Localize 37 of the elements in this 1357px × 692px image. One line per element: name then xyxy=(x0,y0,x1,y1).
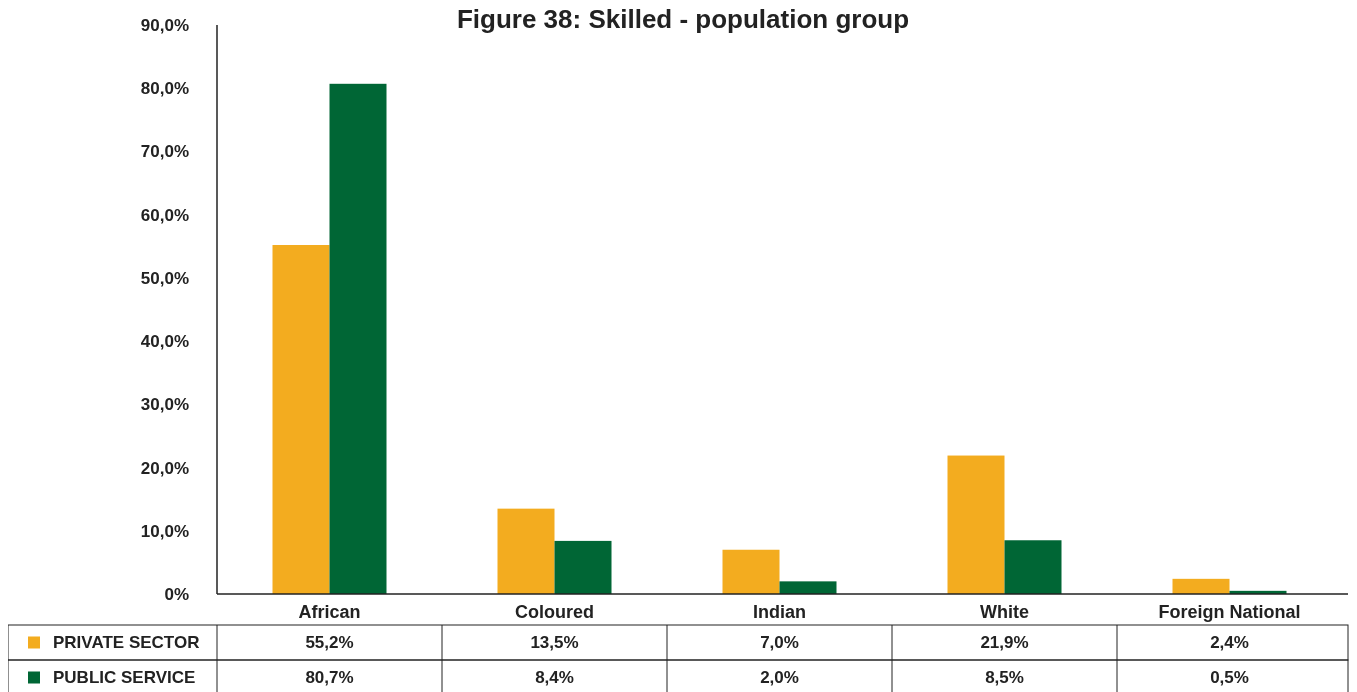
y-tick-label: 80,0% xyxy=(140,79,189,99)
x-tick-label: White xyxy=(980,602,1029,622)
x-tick-label: Coloured xyxy=(515,602,594,622)
y-tick-label: 30,0% xyxy=(140,395,189,415)
y-tick-label: 90,0% xyxy=(140,15,189,35)
data-label: 7,0% xyxy=(760,633,799,653)
chart-title: Figure 38: Skilled - population group xyxy=(456,4,910,34)
bar xyxy=(1004,540,1062,594)
y-tick-label: 10,0% xyxy=(140,521,189,541)
bar xyxy=(554,540,612,594)
data-label: 13,5% xyxy=(530,633,579,653)
bar xyxy=(497,508,555,594)
x-tick-label: Foreign National xyxy=(1158,602,1301,622)
bar xyxy=(272,245,330,594)
bar xyxy=(779,581,837,594)
data-label: 8,5% xyxy=(985,668,1024,688)
data-label: 8,4% xyxy=(535,668,574,688)
legend-label: PUBLIC SERVICE xyxy=(53,668,196,688)
data-label: 80,7% xyxy=(305,668,354,688)
data-label: 0,5% xyxy=(1210,668,1249,688)
x-tick-label: African xyxy=(298,602,361,622)
y-tick-label: 20,0% xyxy=(140,458,189,478)
x-tick-label: Indian xyxy=(753,602,806,622)
y-tick-label: 60,0% xyxy=(140,205,189,225)
legend-label: PRIVATE SECTOR xyxy=(53,633,200,653)
data-label: 21,9% xyxy=(980,633,1029,653)
bar xyxy=(329,83,387,594)
y-tick-label: 70,0% xyxy=(140,142,189,162)
bar xyxy=(947,455,1005,594)
data-label: 2,0% xyxy=(760,668,799,688)
data-label: 2,4% xyxy=(1210,633,1249,653)
bar xyxy=(722,549,780,594)
y-tick-label: 0% xyxy=(164,584,189,604)
y-tick-label: 50,0% xyxy=(140,268,189,288)
y-tick-label: 40,0% xyxy=(140,332,189,352)
data-label: 55,2% xyxy=(305,633,354,653)
bar xyxy=(1172,578,1230,594)
